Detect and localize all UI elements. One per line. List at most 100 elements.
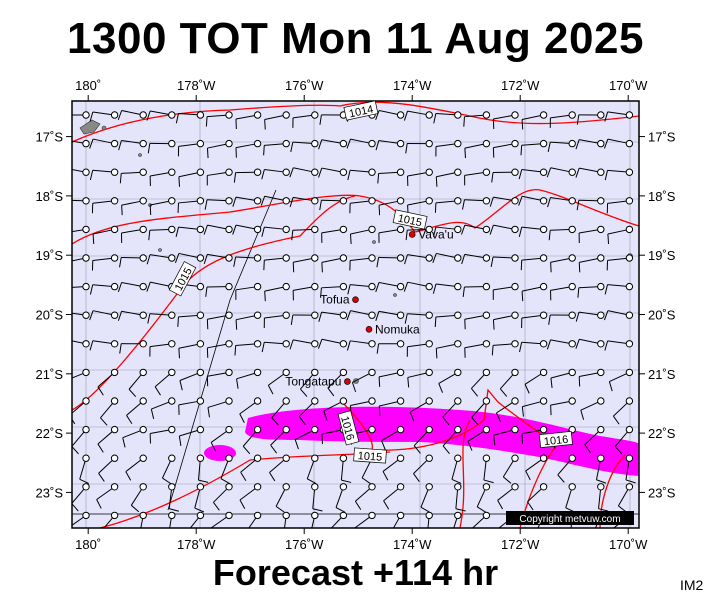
latitude-tick-label: 17˚S [36,130,64,145]
wind-barb-feather [603,310,609,321]
wind-barb-shaft [178,112,198,116]
wind-station [396,225,405,234]
wind-station [539,254,548,262]
wind-station [597,483,605,491]
wind-barb-feather [61,339,64,348]
wind-barb-feather [405,143,408,154]
wind-station [396,139,405,148]
wind-barb-feather [139,537,148,540]
wind-barb-feather [328,531,334,539]
wind-barb-feather [118,140,122,151]
wind-barb-shaft [292,114,312,119]
wind-station [225,311,233,319]
wind-barb-shaft [293,258,312,263]
wind-barb-feather [72,503,79,512]
latitude-tick-label: 18˚S [648,189,676,204]
wind-station [482,168,491,176]
wind-barb-feather [518,196,523,206]
wind-barb-shaft [321,311,341,316]
wind-barb-feather [300,388,308,397]
wind-barb-feather [521,406,524,417]
wind-barb-shaft [264,257,284,261]
wind-station [339,225,348,234]
wind-barb-feather [499,388,508,397]
wind-barb-feather [154,386,161,396]
wind-barb-shaft [150,429,169,434]
wind-barb-shaft [154,374,170,388]
wind-barb-shaft [121,229,141,234]
wind-station [139,282,147,291]
longitude-tick-label: 172˚W [501,78,540,93]
wind-barb-shaft [471,517,485,528]
wind-barb-feather [521,291,524,302]
wind-station [454,168,462,176]
wind-barb-shaft [493,429,513,436]
wind-barb-shaft [613,402,628,417]
wind-barb-feather [496,412,502,423]
wind-station [196,197,205,205]
wind-barb-feather [146,110,151,121]
wind-barb-shaft [464,199,484,202]
wind-barb-feather [375,110,380,121]
wind-barb-shaft [271,403,285,418]
wind-station [597,454,605,462]
wind-barb-feather [361,477,371,484]
wind-barb-shaft [321,229,341,234]
wind-barb-shaft [493,224,512,230]
wind-station [597,368,605,377]
wind-barb-feather [307,478,317,485]
wind-barb-feather [354,528,359,537]
wind-barb-shaft [499,374,514,390]
wind-barb-feather [502,476,512,484]
wind-barb-feather [575,167,580,178]
wind-barb-feather [147,313,151,324]
wind-station [568,282,576,291]
wind-barb-shaft [471,374,485,389]
longitude-tick-label: 178˚W [177,78,216,93]
wind-barb-shaft [464,315,484,320]
wind-barb-shaft [150,172,169,177]
wind-station [425,454,433,462]
wind-station [139,511,147,520]
wind-station [110,511,119,520]
wind-station [511,311,519,319]
wind-barb-feather [178,435,182,446]
wind-barb-shaft [264,115,284,120]
wind-station [253,225,262,234]
wind-barb-shaft [350,200,369,204]
wind-barb-shaft [524,373,542,385]
wind-barb-shaft [407,110,427,115]
wind-barb-shaft [378,229,398,234]
wind-station [482,397,491,405]
wind-barb-feather [100,532,107,539]
wind-station [425,511,433,520]
wind-barb-shaft [579,167,598,173]
wind-barb-feather [462,199,465,210]
wind-station [110,225,119,234]
wind-barb-shaft [213,488,228,503]
wind-barb-feather [312,508,323,512]
wind-station [454,368,462,377]
wind-barb-feather [376,257,380,268]
wind-station [225,368,233,377]
wind-barb-feather [577,287,580,298]
wind-barb-feather [546,167,552,178]
wind-barb-feather [64,262,65,272]
wind-station [539,111,548,119]
wind-station [425,483,433,491]
wind-barb-feather [375,311,380,321]
wind-station [82,168,90,176]
wind-barb-feather [381,440,386,451]
wind-barb-feather [89,284,94,295]
wind-barb-feather [461,224,466,235]
wind-station [225,340,233,348]
wind-barb-feather [604,284,608,295]
latitude-tick-label: 19˚S [648,248,676,263]
wind-barb-feather [547,197,551,208]
wind-barb-shaft [72,199,83,202]
wind-barb-shaft [476,489,486,508]
wind-barb-shaft [521,195,541,201]
wind-barb-shaft [242,431,256,447]
wind-station [425,282,433,291]
wind-station [568,139,576,148]
